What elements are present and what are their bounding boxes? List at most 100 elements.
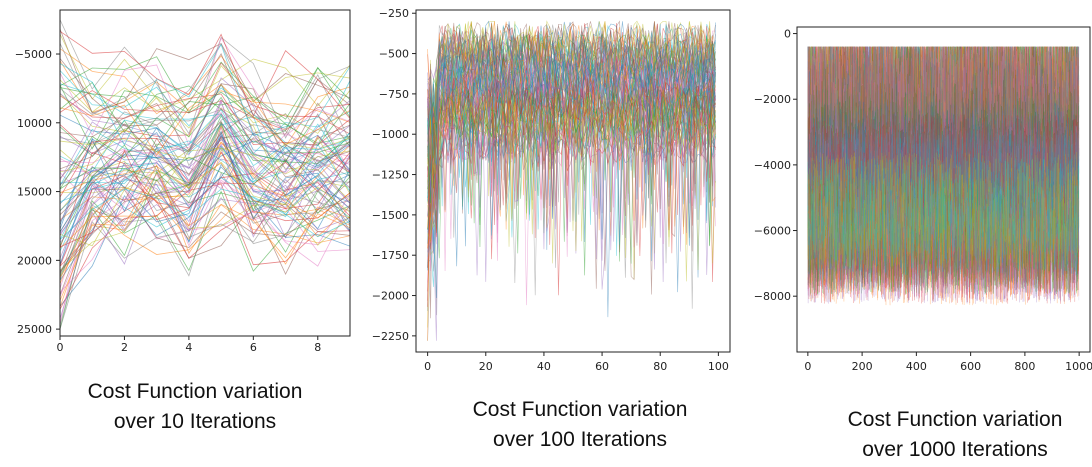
- series-line: [807, 46, 1080, 155]
- series-line: [60, 87, 350, 148]
- series-group: [807, 46, 1080, 306]
- series-line: [60, 172, 350, 301]
- chart-panel-100: 0 20 40 60 80 100 −250 −500 −750 −1000 −1250 −1500 −…: [360, 0, 735, 380]
- series-line: [60, 43, 350, 142]
- series-line: [807, 185, 1080, 304]
- series-line: [807, 46, 1080, 152]
- y-tick-label: −2000: [372, 290, 409, 303]
- y-tick-label: 15000: [17, 186, 52, 199]
- series-line: [807, 46, 1080, 157]
- x-tick-label: 6: [250, 341, 257, 354]
- series-line: [807, 153, 1080, 272]
- series-line: [807, 152, 1080, 270]
- y-tick-label: −5000: [15, 48, 52, 61]
- series-line: [427, 21, 716, 192]
- series-line: [807, 46, 1080, 165]
- series-line: [60, 108, 350, 167]
- series-line: [427, 54, 716, 246]
- series-line: [807, 46, 1080, 137]
- series-line: [807, 115, 1080, 234]
- series-line: [60, 185, 350, 284]
- x-tick-label: 2: [121, 341, 128, 354]
- series-line: [807, 109, 1080, 228]
- y-tick-label: 10000: [17, 117, 52, 130]
- series-line: [60, 179, 350, 289]
- series-line: [807, 46, 1080, 155]
- series-line: [807, 46, 1080, 150]
- series-line: [807, 176, 1080, 295]
- y-tick-label: −750: [379, 88, 409, 101]
- series-line: [427, 84, 716, 270]
- x-tick-label: 60: [595, 360, 609, 373]
- series-line: [807, 47, 1080, 166]
- series-line: [807, 87, 1080, 206]
- series-line: [427, 81, 716, 249]
- series-line: [807, 48, 1080, 167]
- series-line: [807, 74, 1080, 193]
- series-line: [60, 37, 350, 147]
- series-line: [807, 46, 1080, 147]
- series-line: [807, 185, 1080, 304]
- series-line: [807, 66, 1080, 186]
- series-line: [807, 106, 1080, 225]
- series-line: [807, 168, 1080, 287]
- series-line: [807, 46, 1080, 139]
- series-line: [60, 132, 350, 212]
- y-tick-label: −500: [379, 48, 409, 61]
- series-line: [807, 129, 1080, 248]
- y-tick-label: −250: [379, 7, 409, 20]
- x-tick-label: 0: [424, 360, 431, 373]
- series-line: [60, 19, 350, 139]
- series-line: [807, 46, 1079, 149]
- series-line: [60, 109, 350, 184]
- series-line: [60, 164, 350, 278]
- series-line: [807, 59, 1080, 178]
- series-line: [807, 171, 1080, 290]
- series-line: [807, 131, 1080, 250]
- caption-10-line-2: over 10 Iterations: [113, 410, 277, 433]
- series-line: [807, 134, 1080, 253]
- series-line: [807, 46, 1080, 150]
- series-line: [60, 67, 350, 143]
- series-line: [60, 172, 350, 326]
- series-line: [60, 188, 350, 240]
- x-tick-label: 600: [960, 360, 981, 373]
- series-line: [60, 111, 350, 175]
- series-line: [807, 187, 1080, 306]
- series-line: [807, 46, 1080, 148]
- x-tick-label: 4: [185, 341, 192, 354]
- caption-1000-iterations: Cost Function variation over 1000 Iterat…: [805, 405, 1092, 465]
- series-line: [427, 76, 716, 283]
- series-line: [807, 60, 1080, 179]
- series-line: [60, 133, 350, 216]
- series-line: [807, 111, 1080, 230]
- series-line: [60, 188, 350, 330]
- caption-100-iterations: Cost Function variation over 100 Iterati…: [430, 395, 730, 455]
- series-line: [807, 105, 1080, 224]
- series-line: [60, 43, 350, 146]
- series-line: [60, 138, 350, 203]
- series-line: [60, 179, 350, 271]
- chart-100-iterations: 0 20 40 60 80 100 −250 −500 −750 −1000 −1250 −1500 −…: [372, 7, 731, 373]
- series-line: [807, 157, 1080, 276]
- caption-100-line-2: over 100 Iterations: [493, 428, 667, 451]
- series-line: [807, 142, 1080, 261]
- series-line: [807, 67, 1080, 186]
- caption-10-line-1: Cost Function variation: [87, 380, 303, 403]
- series-line: [807, 71, 1080, 190]
- series-line: [807, 102, 1080, 221]
- series-line: [807, 156, 1080, 275]
- x-tick-label: 0: [57, 341, 64, 354]
- series-line: [807, 145, 1080, 264]
- series-line: [60, 165, 350, 274]
- y-tick-label: −1750: [372, 249, 409, 262]
- series-line: [807, 130, 1080, 249]
- series-line: [427, 90, 716, 246]
- y-tick-label: −1000: [372, 128, 409, 141]
- series-line: [807, 71, 1080, 190]
- series-line: [60, 30, 350, 119]
- series-line: [807, 63, 1080, 182]
- series-line: [60, 84, 350, 156]
- series-line: [807, 46, 1080, 140]
- series-line: [807, 184, 1080, 303]
